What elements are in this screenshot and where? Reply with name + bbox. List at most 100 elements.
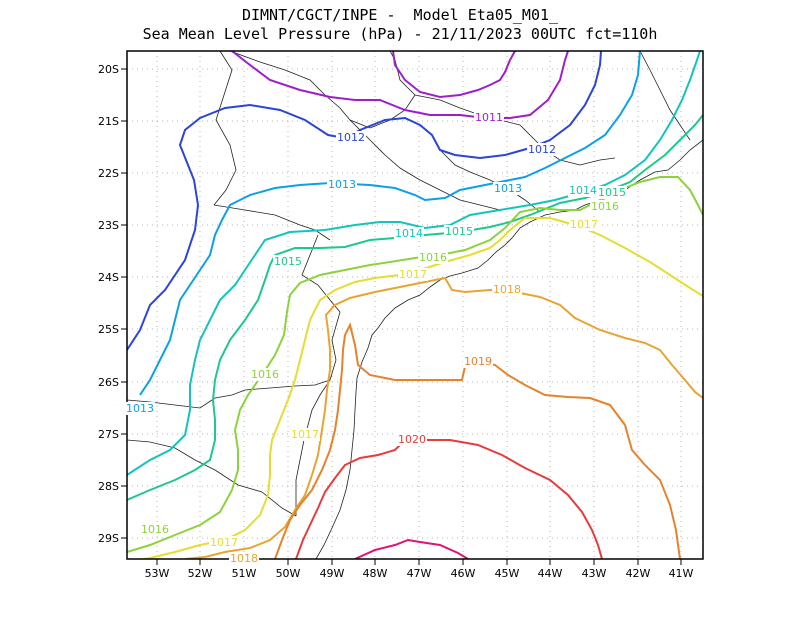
contour-label: 1014 [395,227,423,240]
title-line-2: Sea Mean Level Pressure (hPa) - 21/11/20… [142,25,658,43]
contour-label-background [336,131,366,144]
contour-label: 1011 [475,111,503,124]
lon-tick-label: 46W [451,567,476,580]
isobar-1012 [127,51,602,351]
gridlines [127,51,703,559]
contour-label-background [125,402,155,415]
contour-label: 1013 [126,402,154,415]
contour-label: 1016 [591,200,619,213]
lat-tick-label: 29S [98,532,119,545]
lon-tick-label: 48W [363,567,388,580]
lon-tick-label: 45W [495,567,520,580]
contour-label-background [273,255,303,268]
contour-label: 1014 [569,184,597,197]
isobar-1014 [127,51,701,476]
contour-label-background [398,268,428,281]
contour-label: 1013 [494,182,522,195]
coastline [315,139,703,559]
contour-label-background [444,225,474,238]
lon-tick-label: 52W [188,567,213,580]
contour-labels: 1011 1012 1012 1013 1013 1013 1014 1014 … [125,111,627,565]
contour-label-background [418,251,448,264]
contour-label: 1012 [528,143,556,156]
contour-label-background [394,227,424,240]
lon-tick-labels: 53W 52W 51W 50W 49W 48W 47W 46W 45W 44W … [145,567,694,580]
lon-tick-label: 41W [669,567,694,580]
contour-label: 1018 [493,283,521,296]
contour-label-background [250,368,280,381]
contour-label: 1018 [230,552,258,565]
lat-tick-label: 22S [98,167,119,180]
isobar-1011 [231,51,569,119]
contour-label-background [463,355,493,368]
contour-label: 1016 [141,523,169,536]
lat-tick-label: 26S [98,376,119,389]
lon-tick-label: 50W [276,567,301,580]
isobar-1011 [392,51,516,99]
contour-label: 1015 [598,186,626,199]
contour-label: 1017 [210,536,238,549]
contour-label: 1017 [399,268,427,281]
isobars [127,51,703,559]
plot-frame [126,50,704,560]
contour-label: 1015 [274,255,302,268]
lat-tick-label: 27S [98,428,119,441]
lon-tick-label: 49W [320,567,345,580]
contour-label-background [569,218,599,231]
contour-label: 1012 [337,131,365,144]
contour-label-background [527,143,557,156]
isobar-1019 [274,322,681,559]
contour-label-background [492,283,522,296]
lat-tick-labels: 20S 21S 22S 23S 24S 25S 26S 27S 28S 29S [98,63,119,545]
state-border [213,204,331,241]
isobar-1018 [184,276,703,559]
state-border [349,119,501,211]
contour-label-background [474,111,504,124]
lon-tick-label: 44W [538,567,563,580]
isobar-1020 [295,439,603,559]
contour-label: 1017 [291,428,319,441]
contour-label-background [327,178,357,191]
state-border [214,311,341,399]
contour-label-background [493,182,523,195]
state-border [295,379,331,516]
lon-tick-label: 43W [582,567,607,580]
map-title: DIMNT/CGCT/INPE - Model Eta05_M01_ Sea M… [0,6,800,44]
country-border [127,397,216,409]
coastline-borders [127,51,703,559]
contour-label-background [597,186,627,199]
tick-marks [121,68,682,565]
lon-tick-label: 53W [145,567,170,580]
contour-label-background [590,200,620,213]
lat-tick-label: 23S [98,219,119,232]
contour-label-background [229,552,259,565]
contour-label-background [290,428,320,441]
contour-label: 1016 [419,251,447,264]
lat-tick-label: 20S [98,63,119,76]
contour-label-background [568,184,598,197]
contour-label: 1020 [398,433,426,446]
isobar-1021 [354,538,469,559]
state-border [229,51,416,129]
lat-tick-label: 28S [98,480,119,493]
state-border [213,51,237,206]
country-border [127,439,297,517]
lon-tick-label: 42W [626,567,651,580]
contour-label: 1019 [464,355,492,368]
lon-tick-label: 47W [407,567,432,580]
isobar-1013 [139,51,641,396]
lat-tick-label: 24S [98,271,119,284]
contour-label: 1013 [328,178,356,191]
lon-tick-label: 51W [232,567,257,580]
contour-label: 1015 [445,225,473,238]
title-line-1: DIMNT/CGCT/INPE - Model Eta05_M01_ [241,6,559,24]
contour-label-background [397,433,427,446]
contour-label: 1016 [251,368,279,381]
lat-tick-label: 21S [98,115,119,128]
state-border [439,149,541,213]
contour-label-background [140,523,170,536]
lat-tick-label: 25S [98,323,119,336]
contour-label-background [209,536,239,549]
state-border [639,51,691,141]
